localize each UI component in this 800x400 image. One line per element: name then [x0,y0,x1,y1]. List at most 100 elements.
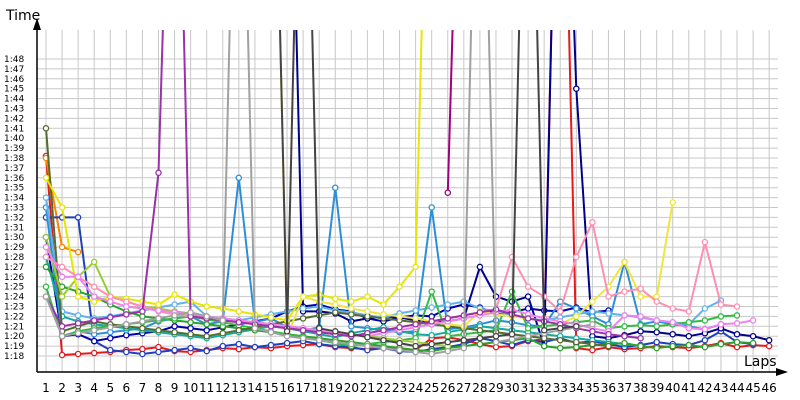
data-point [299,315,307,322]
data-point [476,334,484,342]
data-point [621,332,628,340]
data-point [669,319,676,326]
series-layer [42,30,773,359]
data-point [685,332,693,340]
data-point [524,332,532,340]
data-point [444,347,452,355]
data-point [444,189,452,196]
data-point [74,312,82,319]
y-tick-label: 1:43 [4,105,24,115]
x-tick-label: 35 [585,381,600,395]
data-point [524,305,532,312]
data-point [348,311,355,318]
data-point [123,311,130,318]
data-point [90,293,98,300]
data-point [364,333,371,341]
data-point [155,348,162,356]
data-point [74,320,82,327]
data-point [444,332,452,340]
x-tick-label: 28 [472,381,487,395]
data-point [605,310,612,317]
axes: Time Laps [5,8,788,376]
data-point [123,348,130,356]
data-point [90,349,98,357]
y-tick-label: 1:35 [4,184,24,194]
data-point [444,315,452,322]
data-point [733,330,741,338]
x-tick-label: 37 [617,381,632,395]
x-tick-label: 6 [123,381,131,395]
data-point [396,283,403,290]
y-tick-label: 1:31 [4,223,24,233]
y-tick-label: 1:33 [4,204,24,214]
y-axis-arrow [33,18,41,30]
data-point [42,263,50,271]
data-point [701,326,709,333]
data-point [235,308,243,315]
data-point [299,334,307,342]
data-point [42,283,50,290]
data-point [717,313,725,320]
data-point [42,233,50,241]
data-point [299,327,307,334]
y-tick-label: 1:42 [4,114,24,124]
data-point [42,125,50,132]
data-point [315,325,323,332]
data-point [653,338,660,346]
data-point [90,258,98,266]
data-point [412,307,419,314]
x-tick-label: 34 [569,381,584,395]
x-tick-label: 24 [408,381,423,395]
x-tick-label: 18 [312,381,327,395]
data-point [637,293,644,300]
x-tick-label: 8 [155,381,163,395]
data-point [74,350,82,358]
data-point [460,344,468,352]
data-point [58,332,66,340]
x-tick-label: 46 [762,381,777,395]
data-point [299,305,307,312]
data-point [428,204,435,211]
data-point [653,298,660,305]
data-point [90,283,98,290]
data-point [139,325,146,332]
data-point [267,341,275,349]
x-tick-label: 21 [360,381,375,395]
data-point [107,334,114,342]
y-tick-label: 1:22 [4,312,24,322]
data-point [380,336,387,344]
x-tick-label: 19 [328,381,343,395]
data-point [685,325,693,332]
data-point [42,293,50,300]
data-point [733,312,741,319]
data-point [42,243,50,251]
data-point [90,337,98,345]
data-point [58,273,66,281]
y-tick-labels: 1:181:191:201:211:221:231:241:251:261:27… [4,55,24,362]
data-point [380,344,387,352]
data-point [332,309,339,316]
data-point [139,350,146,358]
data-point [364,293,371,300]
data-point [396,339,403,347]
data-point [58,293,66,300]
data-point [107,346,114,354]
y-tick-label: 1:38 [4,154,24,164]
data-point [235,174,243,182]
data-point [187,319,194,326]
data-point [332,328,339,335]
data-point [428,331,435,339]
data-point [669,342,676,350]
data-point [765,336,773,344]
data-point [299,293,307,300]
data-point [653,344,660,352]
data-point [589,340,596,348]
data-point [556,325,564,332]
data-point [556,344,564,352]
data-point [155,307,162,314]
y-tick-label: 1:37 [4,164,24,174]
data-point [171,346,178,354]
data-point [444,338,452,346]
y-tick-label: 1:18 [4,352,24,362]
data-point [492,332,500,340]
